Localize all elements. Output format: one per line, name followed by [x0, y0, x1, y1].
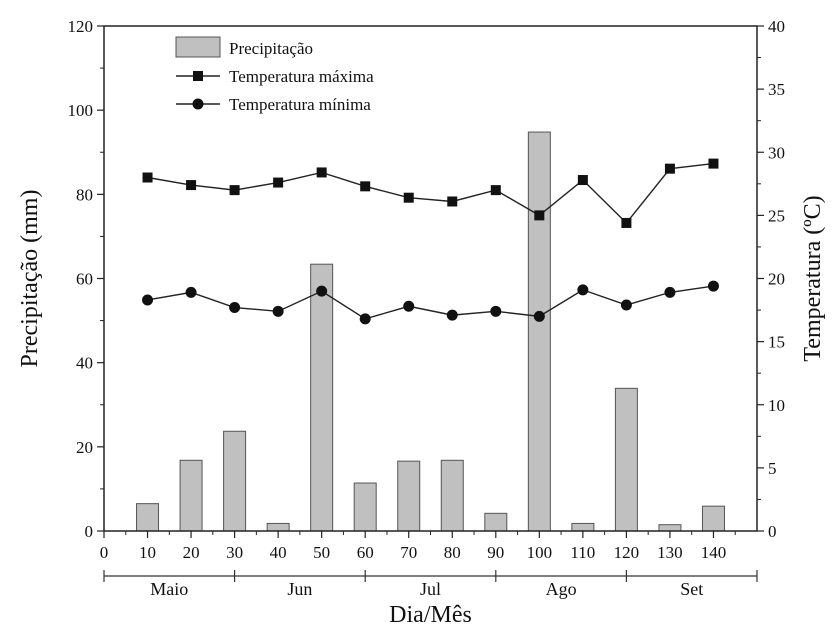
x-tick-label: 110 — [570, 543, 595, 562]
month-label: Maio — [150, 579, 188, 599]
month-label: Jul — [420, 579, 441, 599]
min-temperature-point — [707, 280, 719, 292]
min-temperature-point — [664, 286, 676, 298]
min-temperature-point — [533, 310, 545, 322]
x-tick-label: 70 — [400, 543, 417, 562]
y-right-tick-label: 40 — [768, 17, 785, 36]
x-tick-label: 120 — [614, 543, 640, 562]
precipitation-bar — [440, 459, 464, 532]
legend-square-marker — [193, 71, 203, 81]
y-right-tick-label: 35 — [768, 80, 785, 99]
legend-label-max: Temperatura máxima — [229, 67, 374, 86]
precipitation-bar — [397, 460, 421, 532]
precipitation-bars — [136, 131, 725, 532]
month-label: Jun — [287, 579, 312, 599]
y-left-tick-label: 20 — [76, 438, 93, 457]
precipitation-bar — [658, 524, 682, 532]
legend-circle-marker — [192, 98, 204, 110]
x-tick-label: 20 — [183, 543, 200, 562]
y-right-tick-label: 30 — [768, 143, 785, 162]
y-right-tick-label: 0 — [768, 522, 777, 541]
temperature-lines — [142, 158, 719, 325]
max-temperature-point — [664, 163, 675, 174]
y-left-tick-label: 100 — [68, 101, 94, 120]
precipitation-bar — [310, 263, 334, 532]
min-temperature-point — [446, 309, 458, 321]
x-tick-label: 60 — [357, 543, 374, 562]
precipitation-bar — [571, 522, 595, 532]
y-axis-left-title: Precipitação (mm) — [17, 190, 43, 368]
x-tick-label: 10 — [139, 543, 156, 562]
min-temperature-point — [490, 305, 502, 317]
x-tick-label: 40 — [270, 543, 287, 562]
y-left-tick-label: 120 — [68, 17, 94, 36]
min-temperature-point — [359, 313, 371, 325]
max-temperature-point — [316, 167, 327, 178]
y-left-tick-label: 0 — [85, 522, 94, 541]
x-tick-label: 140 — [701, 543, 727, 562]
max-temperature-point — [534, 210, 545, 221]
precipitation-bar — [136, 503, 160, 532]
y-left-tick-label: 60 — [76, 270, 93, 289]
month-label: Ago — [546, 579, 577, 599]
x-tick-label: 90 — [487, 543, 504, 562]
precipitation-bar — [179, 459, 203, 532]
max-temperature-point — [490, 185, 501, 196]
x-tick-label: 0 — [100, 543, 109, 562]
y-right-tick-label: 15 — [768, 333, 785, 352]
max-temperature-point — [447, 196, 458, 207]
x-tick-label: 50 — [313, 543, 330, 562]
precipitation-bar — [527, 131, 551, 532]
y-axis-right-title: Temperatura (ºC) — [800, 195, 826, 361]
x-tick-label: 100 — [527, 543, 553, 562]
y-left-tick-label: 80 — [76, 185, 93, 204]
legend-label-min: Temperatura mínima — [229, 95, 371, 114]
max-temperature-line — [147, 162, 714, 224]
min-temperature-point — [229, 302, 241, 314]
max-temperature-point — [186, 180, 197, 191]
x-axis-title: Dia/Mês — [389, 602, 472, 628]
legend: Precipitação Temperatura máxima Temperatur… — [175, 36, 374, 114]
max-temperature-point — [577, 175, 588, 186]
precipitation-bar — [223, 430, 247, 532]
month-axis: Maio Jun Jul Ago Set — [103, 570, 758, 599]
x-tick-label: 30 — [226, 543, 243, 562]
min-temperature-point — [577, 284, 589, 296]
max-temperature-point — [621, 217, 632, 228]
x-tick-label: 80 — [444, 543, 461, 562]
legend-label-precipitation: Precipitação — [229, 39, 313, 58]
precipitation-bar — [701, 505, 725, 532]
min-temperature-point — [185, 286, 197, 298]
precipitation-bar — [484, 512, 508, 532]
max-temperature-point — [229, 185, 240, 196]
min-temperature-point — [142, 294, 154, 306]
axes: 0 10 20 30 40 50 60 70 80 90 100 110 120 130 140020406… — [68, 17, 786, 562]
legend-bar-swatch — [175, 36, 221, 58]
max-temperature-point — [708, 158, 719, 169]
max-temperature-point — [142, 172, 153, 183]
min-temperature-point — [620, 299, 632, 311]
y-left-tick-label: 40 — [76, 354, 93, 373]
month-label: Set — [680, 579, 703, 599]
max-temperature-point — [273, 177, 284, 188]
y-right-tick-label: 20 — [768, 270, 785, 289]
precipitation-bar — [266, 522, 290, 532]
x-tick-label: 130 — [657, 543, 683, 562]
precipitation-bar — [614, 387, 638, 532]
y-right-tick-label: 25 — [768, 206, 785, 225]
max-temperature-point — [403, 192, 414, 203]
y-right-tick-label: 10 — [768, 396, 785, 415]
precipitation-bar — [353, 482, 377, 532]
y-right-tick-label: 5 — [768, 459, 777, 478]
max-temperature-point — [360, 181, 371, 192]
min-temperature-point — [403, 300, 415, 312]
min-temperature-point — [272, 305, 284, 317]
min-temperature-point — [316, 285, 328, 297]
min-temperature-line — [147, 285, 714, 320]
